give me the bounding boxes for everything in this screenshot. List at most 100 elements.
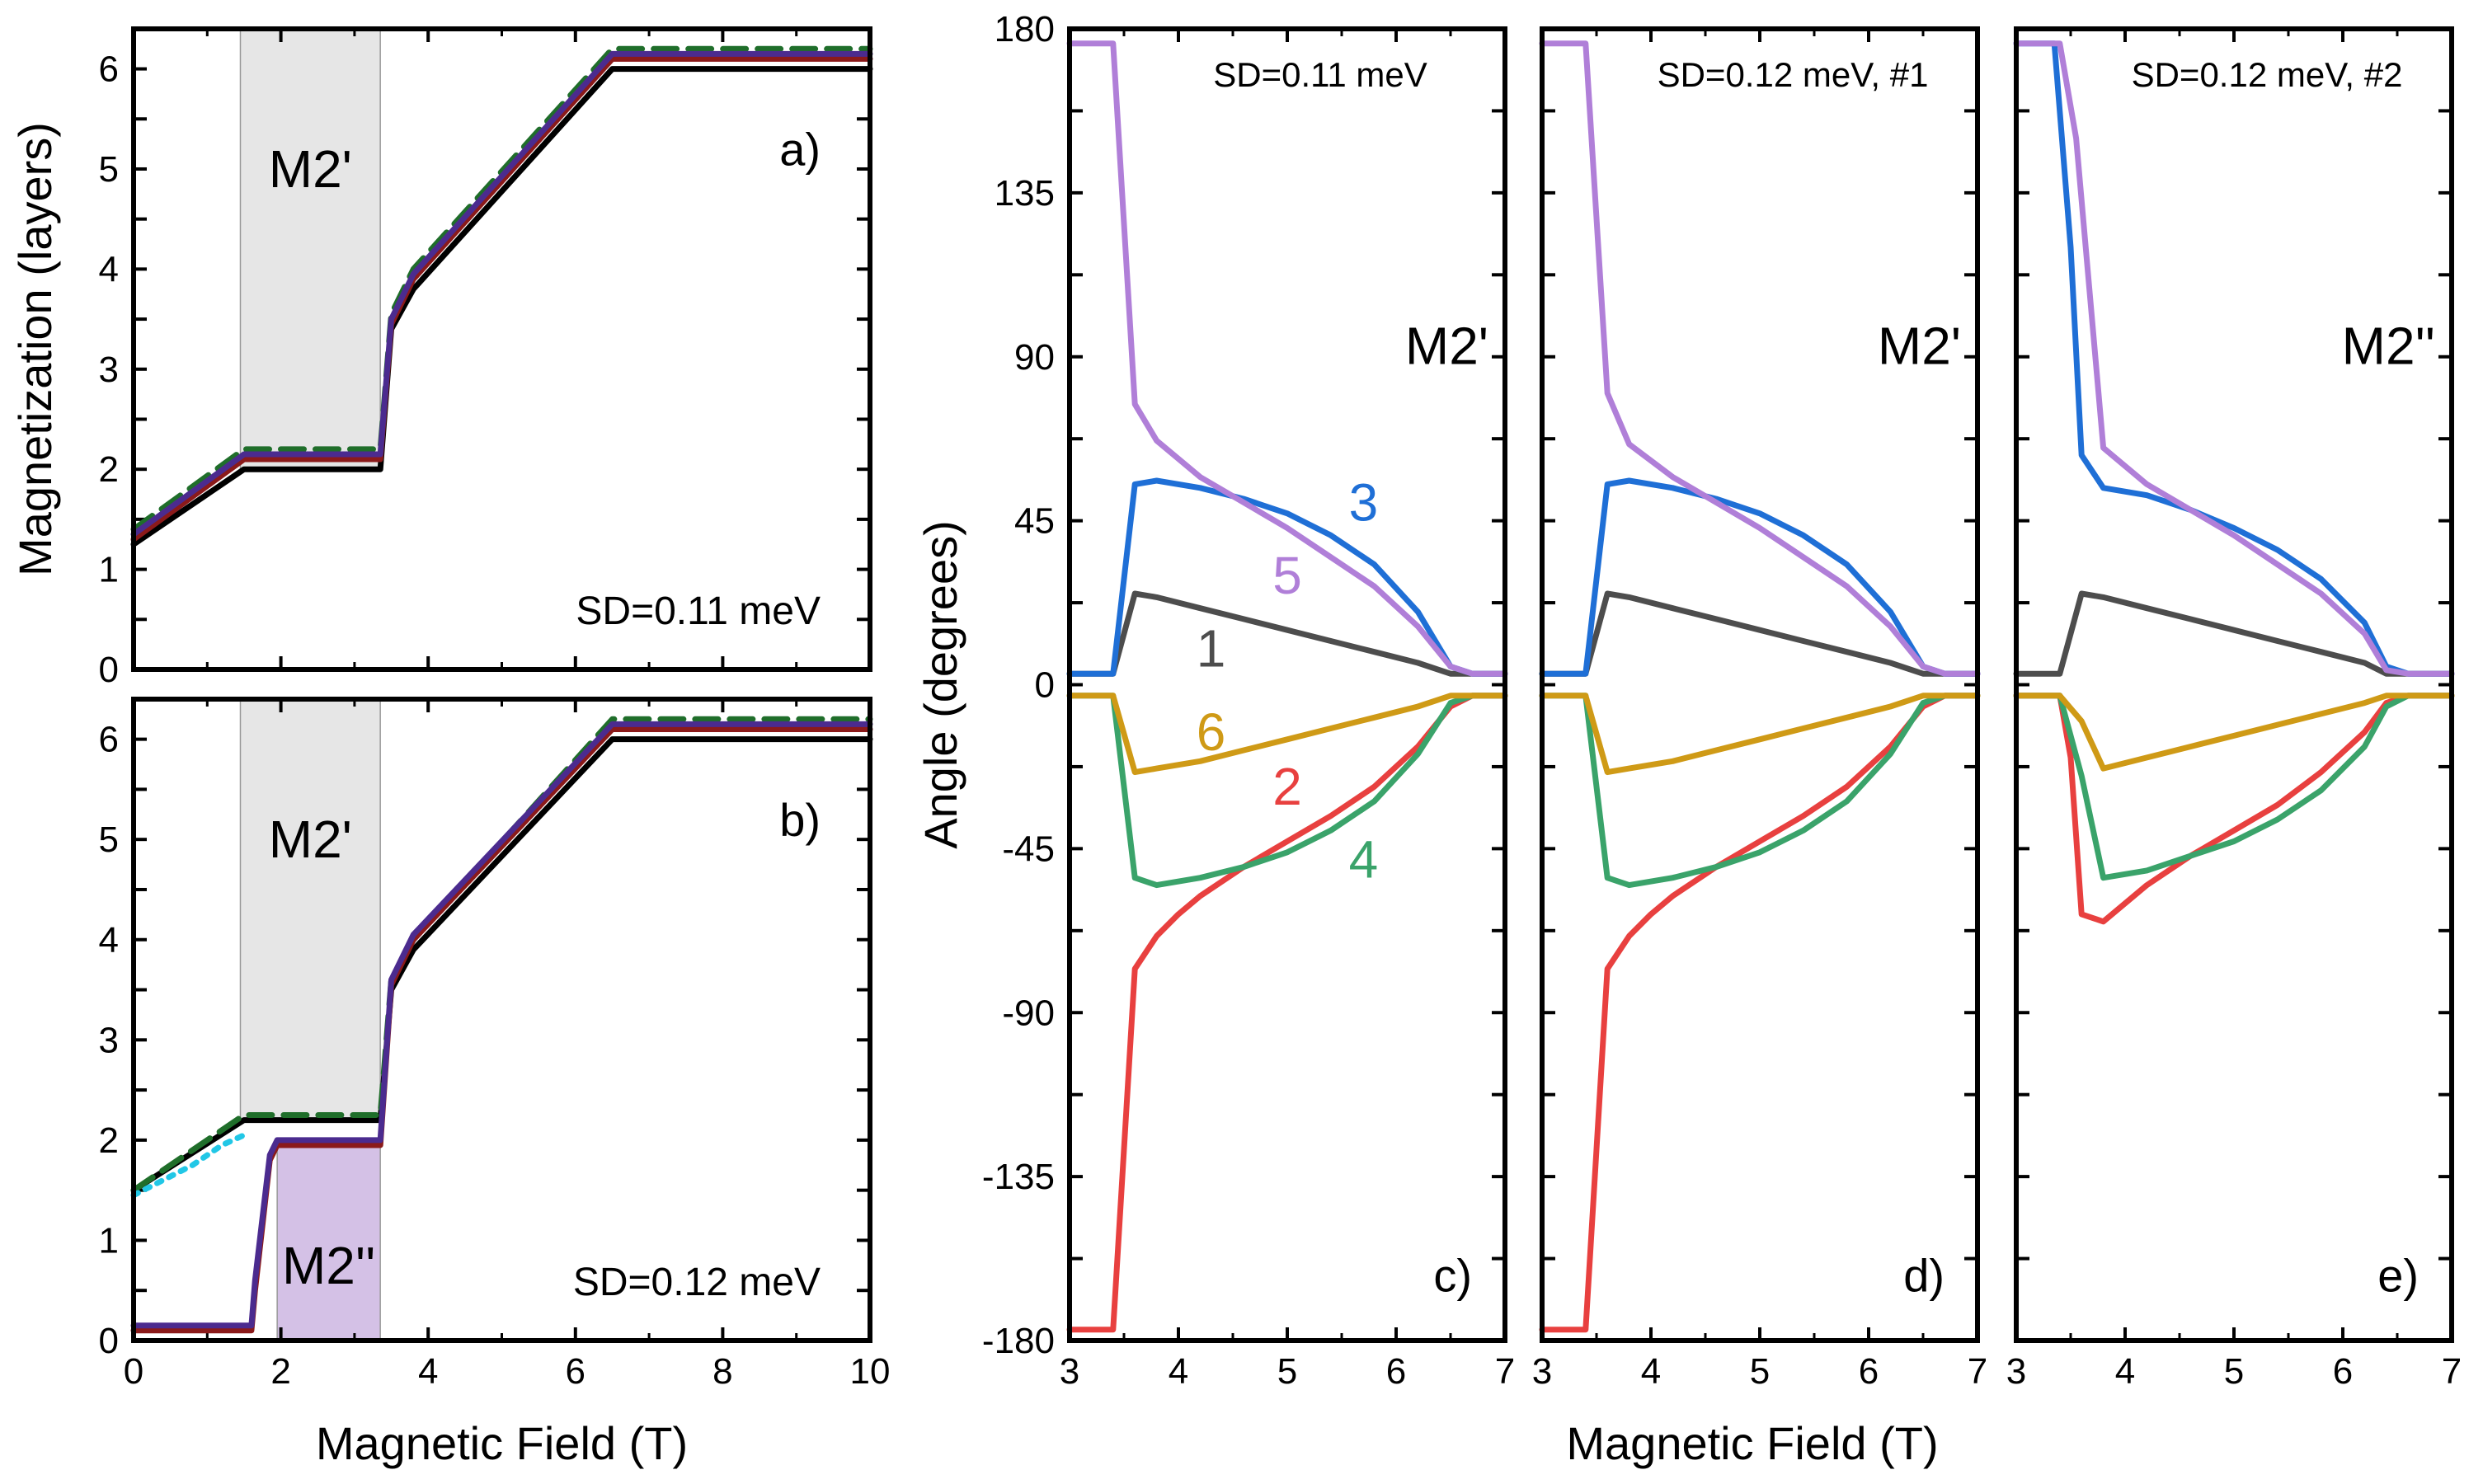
y-tick-label: 0 [1035,665,1055,706]
series-line-4 [1066,693,1508,889]
x-tick-label: 4 [1169,1351,1188,1392]
series-group-e [2013,40,2455,925]
y-tick-label: 0 [99,650,119,690]
series-line-6 [1539,693,1981,776]
y-tick-label: -180 [982,1321,1055,1361]
y-tick-label: 5 [99,149,119,190]
curve-label-3: 3 [1349,473,1379,533]
y-tick-label: 5 [99,819,119,860]
series-group-b [130,716,873,1334]
y-tick-label: 2 [99,1120,119,1161]
x-tick-label: 6 [1859,1351,1879,1392]
panel-label-c: c) [1433,1249,1472,1301]
y-tick-label: 1 [99,550,119,590]
y-tick-label: 6 [99,720,119,760]
x-tick-label: 6 [566,1351,585,1392]
x-tick-label: 3 [1060,1351,1079,1392]
y-tick-label: 4 [99,920,119,960]
panel-a: 0 1 2 3 4 5 6 M2' a) SD=0.11 meV Magnetization… [9,26,873,690]
region-label-m2doubleprime-b: M2'' [282,1236,375,1295]
series-line-1 [2013,590,2455,677]
x-tick-label: 8 [712,1351,732,1392]
series-line-1 [1539,590,1981,677]
y-tick-label: 4 [99,249,119,289]
axes-frame-c [1067,26,1507,1343]
x-tick-label: 5 [1750,1351,1770,1392]
x-tick-label: 7 [2442,1351,2462,1392]
x-axis-label-left: Magnetic Field (T) [316,1417,688,1469]
y-tick-label: 3 [99,1020,119,1060]
panel-label-d: d) [1903,1249,1945,1301]
series-line-3 [1539,477,1981,677]
series-line-4 [2013,693,2455,881]
x-tick-label: 7 [1495,1351,1515,1392]
shaded-region-m2prime-a [239,28,381,470]
series-line-cyan [130,1132,247,1199]
curve-label-5: 5 [1272,546,1302,605]
region-label-m2prime-b: M2' [269,810,352,869]
y-tick-label: -45 [1002,829,1055,869]
curve-label-6: 6 [1197,702,1226,762]
y-tick-label: 135 [995,173,1055,214]
phase-label-c: M2' [1405,317,1488,376]
curve-label-1: 1 [1197,618,1226,678]
series-group-c [1066,40,1508,1333]
series-line-2 [2013,693,2455,925]
panel-e: 3 4 5 6 7 SD=0.12 meV, #2 M2'' e) [2006,26,2462,1392]
series-line-5 [2013,40,2455,677]
series-group-d [1539,40,1981,1333]
x-tick-label: 6 [1386,1351,1406,1392]
axes-frame-e [2014,26,2454,1343]
panel-d: 3 4 5 6 7 SD=0.12 meV, #1 M2' d) [1532,26,1987,1392]
panel-b: 0 2 4 6 8 10 0 1 2 3 4 5 6 M2' M2'' b) SD=0.12 meV M… [99,697,891,1469]
y-axis-label-angle: Angle (degrees) [915,520,966,848]
y-tick-label: -135 [982,1157,1055,1197]
annotation-sd-b: SD=0.12 meV [573,1261,821,1304]
x-tick-label: 6 [2333,1351,2353,1392]
x-tick-label: 5 [1277,1351,1297,1392]
curve-label-4: 4 [1349,830,1379,890]
y-tick-label: 1 [99,1220,119,1261]
region-label-m2prime-a: M2' [269,139,352,199]
y-tick-label: 180 [995,9,1055,49]
shaded-region-m2prime-b [239,698,381,1121]
series-line-low2 [130,721,873,1329]
panel-label-b: b) [779,794,821,846]
axes-frame-d [1540,26,1980,1343]
axes-frame-a [131,26,872,672]
y-tick-label: 45 [1014,501,1055,542]
x-tick-label: 5 [2224,1351,2244,1392]
annotation-sd-c: SD=0.11 meV [1213,55,1427,94]
series-line-6 [1066,693,1508,776]
series-line-upper [130,45,873,533]
shaded-region-m2doubleprime-b [276,1144,381,1341]
y-tick-label: 6 [99,49,119,90]
x-tick-label: 4 [1641,1351,1661,1392]
y-tick-label: 0 [99,1321,119,1361]
y-axis-label-magnetization: Magnetization (layers) [9,122,61,576]
annotation-sd-a: SD=0.11 meV [576,589,821,633]
x-tick-label: 4 [2115,1351,2135,1392]
series-line-1 [1066,590,1508,677]
x-tick-label: 2 [270,1351,290,1392]
curve-label-2: 2 [1272,757,1302,816]
phase-label-d: M2' [1878,317,1961,376]
y-tick-label: -90 [1002,993,1055,1033]
axes-frame-b [131,697,872,1343]
x-tick-label: 10 [850,1351,891,1392]
x-tick-label: 0 [124,1351,143,1392]
series-line-mid2 [130,50,873,538]
y-tick-label: 3 [99,350,119,390]
x-tick-label: 4 [418,1351,438,1392]
x-tick-label: 7 [1968,1351,1987,1392]
series-group-a [130,45,873,547]
series-line-5 [1539,40,1981,677]
annotation-sd-d: SD=0.12 meV, #1 [1658,55,1929,94]
y-tick-label: 2 [99,449,119,490]
x-axis-label-right: Magnetic Field (T) [1566,1417,1938,1469]
series-line-5 [1066,40,1508,677]
panel-label-e: e) [2377,1249,2419,1301]
